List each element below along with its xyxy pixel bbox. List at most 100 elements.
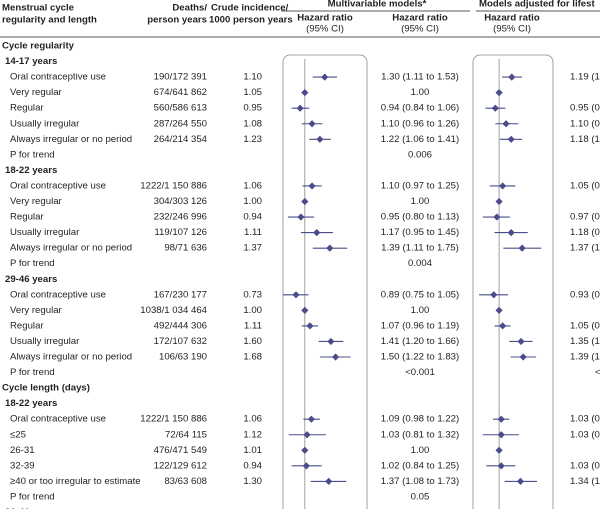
hazard-diamond [493,213,501,221]
row-label: Very regular [10,196,63,207]
hazard-diamond [495,446,503,454]
p-trend: <0.001 [405,367,435,378]
crude-incidence: 1.11 [244,320,262,331]
hazard-ratio: 1.34 (1 [570,476,600,487]
p-trend: 0.05 [411,491,430,502]
group-title: 18-22 years [5,398,57,409]
p-trend-label: P for trend [10,258,55,269]
hazard-ratio: 1.03 (0 [570,429,600,440]
row-label: Always irregular or no period [10,243,132,254]
deaths: 674/641 862 [154,87,207,98]
hazard-ratio: 1.03 (0.81 to 1.32) [381,429,459,440]
crude-incidence: 1.08 [243,118,262,129]
panel-box [282,54,368,509]
hazard-diamond [301,446,309,454]
hazard-diamond [497,415,505,423]
row-label: Oral contraceptive use [10,414,106,425]
p-trend-label: P for trend [10,149,55,160]
hazard-diamond [325,477,333,485]
row-label: 32-39 [10,460,35,471]
row-label: Regular [10,320,44,331]
hazard-diamond [313,229,321,237]
hazard-ratio: 0.93 (0 [570,289,600,300]
hazard-diamond [507,135,515,143]
hazard-ratio: 1.37 (1 [570,243,600,254]
row-label: Usually irregular [10,118,80,129]
p-trend: 0.006 [408,149,432,160]
hazard-ratio: 1.37 (1.08 to 1.73) [381,476,459,487]
deaths: 119/107 126 [154,227,207,238]
hazard-ratio: 1.07 (0.96 to 1.19) [381,320,459,331]
deaths: 1222/1 150 886 [140,414,207,425]
row-label: Regular [10,103,44,114]
hazard-diamond [495,89,503,97]
section-title: Cycle regularity [2,41,75,52]
hazard-diamond [306,322,314,330]
hazard-ratio: 1.03 (0 [570,460,600,471]
deaths: 172/107 632 [154,336,207,347]
crude-incidence: 1.12 [243,429,262,440]
crude-incidence: 1.11 [244,227,262,238]
hazard-diamond [316,135,324,143]
hazard-diamond [303,431,311,439]
deaths: 167/230 177 [154,289,207,300]
hazard-diamond [331,353,340,361]
hazard-ratio: 1.05 (0 [570,320,600,331]
hazard-ratio: 1.09 (0.98 to 1.22) [381,414,459,425]
header: 1000 person years [209,15,293,26]
hazard-diamond [495,306,503,314]
hazard-ratio: 1.03 (0 [570,414,600,425]
row-label: Always irregular or no period [10,134,132,145]
deaths: 287/264 550 [154,118,207,129]
deaths: 560/586 613 [154,103,207,114]
hazard-diamond [495,197,503,206]
deaths: 476/471 549 [154,445,207,456]
header: Menstrual cycle [2,3,74,14]
hazard-diamond [502,120,510,128]
header: person years [147,15,207,26]
header: regularity and length [2,15,97,26]
hazard-ratio: 1.35 (1 [570,336,600,347]
deaths: 232/246 996 [154,212,207,223]
row-label: Very regular [10,305,63,316]
deaths: 1038/1 034 464 [140,305,207,316]
row-label: ≥40 or too irregular to estimate [10,476,141,487]
p-trend-label: P for trend [10,367,55,378]
p-trend: < [595,367,600,378]
group-title: 29-46 years [5,274,57,285]
crude-incidence: 0.73 [243,289,262,300]
panel-title: Multivariable models* [328,0,427,10]
hazard-diamond [507,229,515,237]
hazard-ratio: 1.18 (0 [570,227,600,238]
hazard-diamond [508,73,516,81]
hazard-diamond [302,462,310,470]
header: Deaths/ [172,3,207,14]
column-header: (95% CI) [306,24,344,35]
crude-incidence: 1.00 [243,305,262,316]
column-header: Hazard ratio [297,13,353,24]
hazard-diamond [518,244,526,252]
hazard-diamond [301,306,309,314]
hazard-diamond [497,431,505,439]
deaths: 1222/1 150 886 [140,180,207,191]
deaths: 492/444 306 [154,320,207,331]
crude-incidence: 1.05 [243,87,262,98]
column-header: Hazard ratio [484,13,540,24]
deaths: 264/214 354 [154,134,208,145]
crude-incidence: 1.10 [243,72,262,83]
column-header: (95% CI) [401,24,439,35]
hazard-diamond [499,182,507,190]
row-label: Usually irregular [10,227,80,238]
row-label: Oral contraceptive use [10,180,106,191]
crude-incidence: 1.68 [243,352,262,363]
hazard-diamond [297,213,305,221]
hazard-ratio: 1.00 [411,305,430,316]
hazard-diamond [519,353,527,361]
hazard-diamond [490,291,498,299]
group-title: 18-22 years [5,165,57,176]
hazard-ratio: 1.17 (0.95 to 1.45) [381,227,459,238]
deaths: 190/172 391 [154,72,207,83]
hazard-diamond [491,104,499,112]
p-trend-label: P for trend [10,491,55,502]
